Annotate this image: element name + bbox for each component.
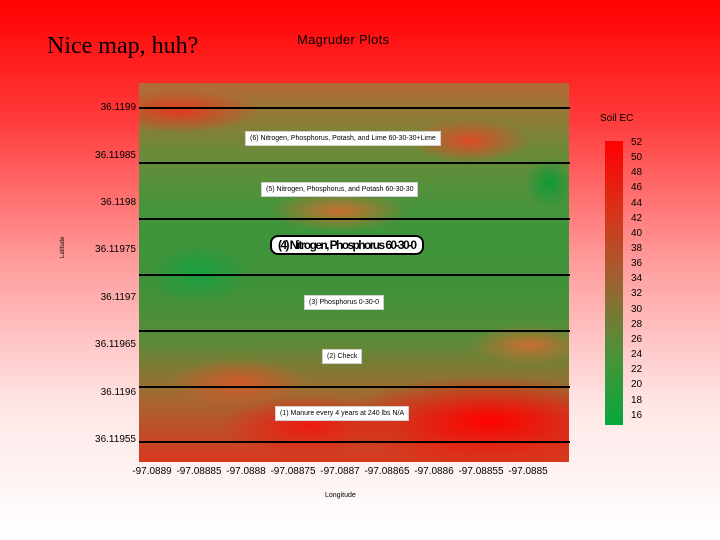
x-tick-label: -97.0889 <box>132 466 172 477</box>
legend-tick: 52 <box>631 137 643 148</box>
x-tick-label: -97.08875 <box>270 466 316 477</box>
legend-tick: 16 <box>631 410 643 421</box>
plot-boundary-line <box>139 386 570 388</box>
x-tick-label: -97.08885 <box>176 466 222 477</box>
y-tick-label: 36.11965 <box>95 339 136 350</box>
legend-tick: 46 <box>631 182 643 193</box>
plot-boundary-line <box>139 330 570 332</box>
legend-color-bar <box>605 141 623 425</box>
legend-tick: 26 <box>631 334 643 345</box>
plot-boundary-line <box>139 218 570 220</box>
y-tick-label: 36.11985 <box>95 150 136 161</box>
y-tick-label: 36.11955 <box>95 434 136 445</box>
y-tick-label: 36.1197 <box>100 292 136 303</box>
legend-tick: 48 <box>631 167 643 178</box>
legend-tick: 34 <box>631 273 643 284</box>
x-axis-title: Longitude <box>325 492 356 499</box>
legend-tick: 20 <box>631 379 643 390</box>
legend-tick: 28 <box>631 319 643 330</box>
x-tick-label: -97.08865 <box>364 466 410 477</box>
plot-boundary-line <box>139 274 570 276</box>
legend-tick: 22 <box>631 364 643 375</box>
plot-label-6: (6) Nitrogen, Phosphorus, Potash, and Li… <box>245 131 441 146</box>
legend-tick: 44 <box>631 198 643 209</box>
legend-tick: 50 <box>631 152 643 163</box>
x-tick-label: -97.0886 <box>414 466 454 477</box>
legend-tick: 36 <box>631 258 643 269</box>
y-tick-label: 36.11975 <box>95 244 136 255</box>
legend-tick: 18 <box>631 395 643 406</box>
legend-tick: 24 <box>631 349 643 360</box>
slide-title: Nice map, huh? <box>47 33 199 59</box>
legend-tick: 32 <box>631 288 643 299</box>
y-tick-label: 36.1196 <box>100 387 136 398</box>
legend-tick: 40 <box>631 228 643 239</box>
plot-boundary-line <box>139 107 570 109</box>
y-axis-title: Latitude <box>60 236 66 258</box>
x-tick-label: -97.0885 <box>508 466 548 477</box>
plot-boundary-line <box>139 162 570 164</box>
plot-label-1: (1) Manure every 4 years at 240 lbs N/A <box>275 406 410 421</box>
x-tick-label: -97.0887 <box>320 466 360 477</box>
y-tick-label: 36.1199 <box>100 102 136 113</box>
plot-boundary-line <box>139 441 570 443</box>
legend-tick: 38 <box>631 243 643 254</box>
plot-label-2: (2) Check <box>322 349 363 364</box>
plot-label-5: (5) Nitrogen, Phosphorus, and Potash 60-… <box>261 182 419 197</box>
x-tick-label: -97.0888 <box>226 466 266 477</box>
x-tick-label: -97.08855 <box>458 466 504 477</box>
plot-label-3: (3) Phosphorus 0-30-0 <box>304 295 385 310</box>
plot-label-4: (4) Nitrogen, Phosphorus 60-30-0 <box>270 235 424 255</box>
legend-title: Soil EC <box>600 113 634 124</box>
y-tick-label: 36.1198 <box>100 197 136 208</box>
map-title: Magruder Plots <box>297 32 390 47</box>
soil-ec-map <box>139 83 569 462</box>
legend-tick: 30 <box>631 304 643 315</box>
legend-tick: 42 <box>631 213 643 224</box>
